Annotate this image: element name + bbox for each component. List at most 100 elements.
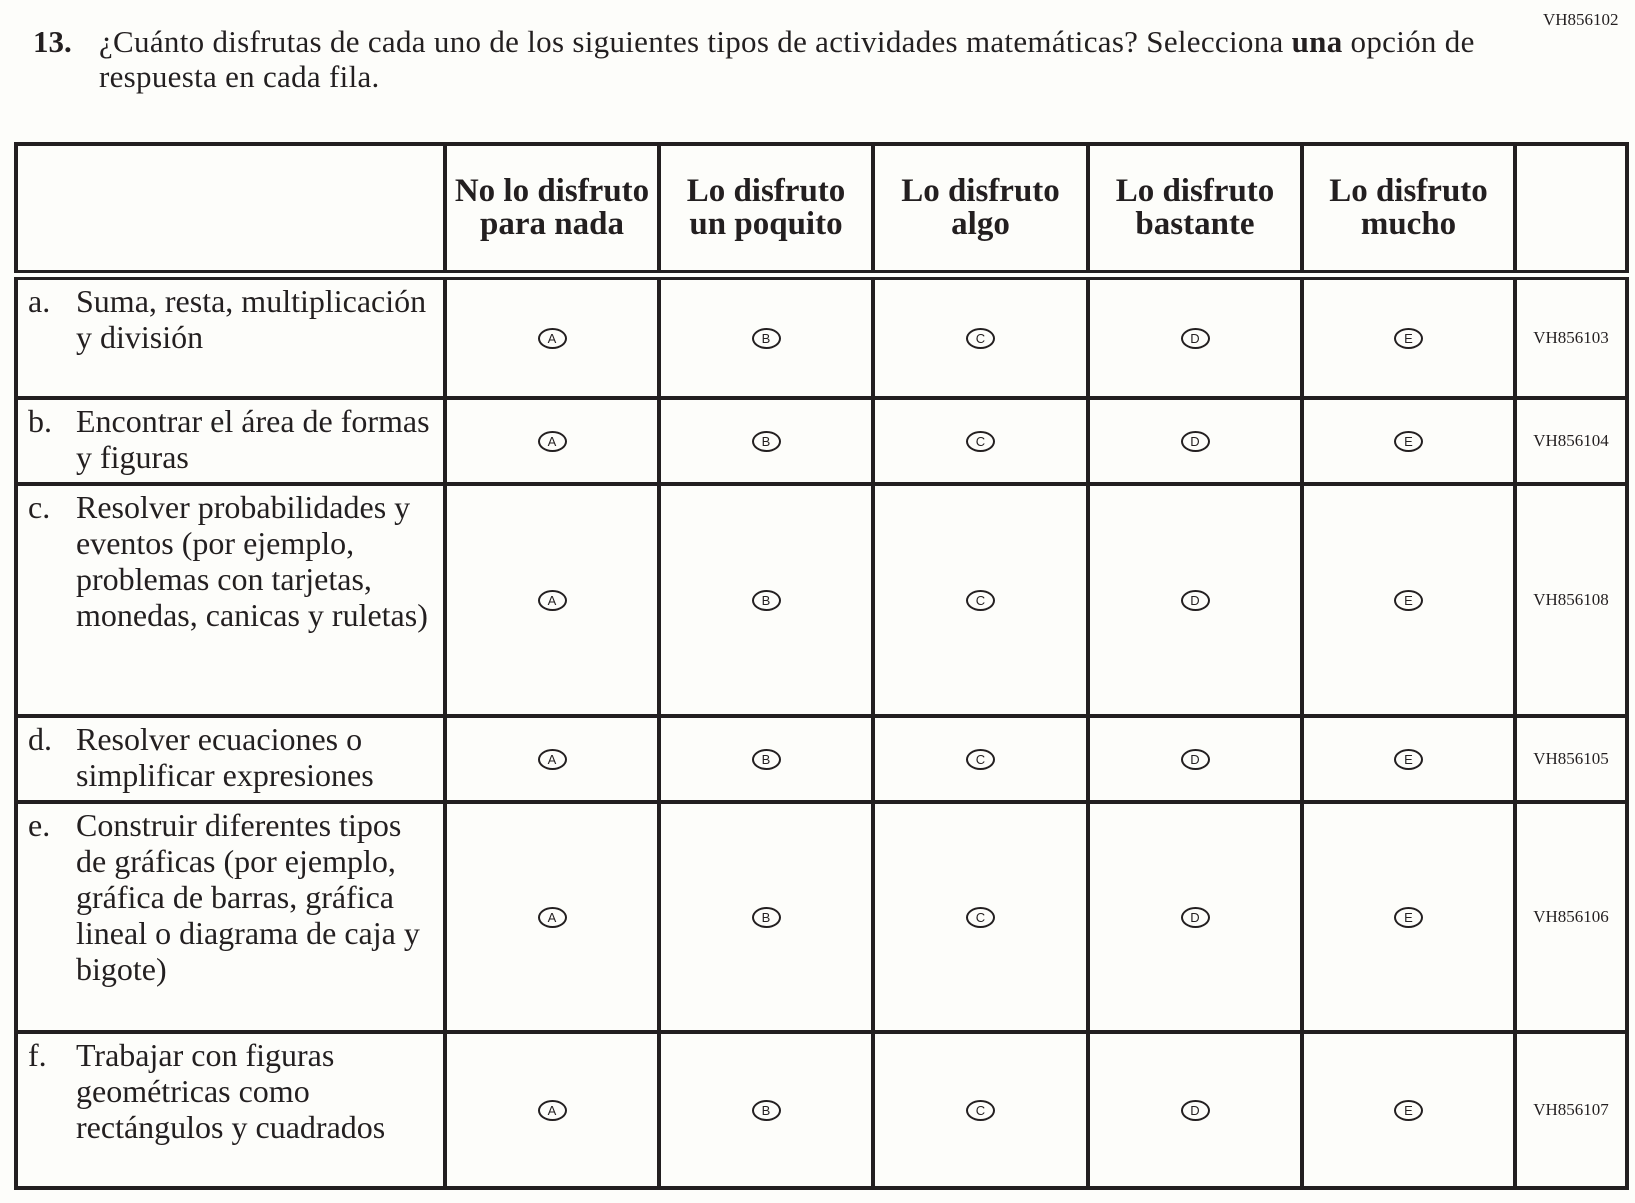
table-row: d. Resolver ecuaciones o simplificar expr… [14, 714, 1629, 804]
table-row: e. Construir diferentes tipos de gráficas… [14, 800, 1629, 1034]
question-text-bold: una [1291, 24, 1343, 59]
option-cell: B [657, 714, 875, 804]
option-cell: C [871, 800, 1090, 1034]
answer-bubble-d[interactable]: D [1180, 589, 1210, 611]
option-cell: C [871, 1030, 1090, 1190]
answer-bubble-b[interactable]: B [751, 1099, 781, 1121]
row-letter: d. [28, 721, 52, 757]
option-cell: D [1086, 396, 1304, 486]
option-cell: E [1300, 714, 1517, 804]
answer-bubble-e[interactable]: E [1394, 906, 1423, 928]
option-cell: D [1086, 800, 1304, 1034]
item-code: VH856105 [1513, 714, 1629, 804]
response-table: No lo disfruto para nada Lo disfruto un … [14, 142, 1629, 1190]
question-text-part: opción de respuesta en cada fila. [99, 24, 1475, 94]
answer-bubble-d[interactable]: D [1180, 1099, 1210, 1121]
question-number: 13. [33, 24, 72, 59]
row-label: c. Resolver probabilidades y eventos (por… [14, 482, 447, 718]
row-label: f. Trabajar con figuras geométricas como … [14, 1030, 447, 1190]
item-code: VH856108 [1513, 482, 1629, 718]
answer-bubble-d[interactable]: D [1180, 327, 1210, 349]
option-cell: A [443, 396, 661, 486]
answer-bubble-c[interactable]: C [966, 1099, 995, 1121]
answer-bubble-e[interactable]: E [1394, 589, 1423, 611]
answer-bubble-e[interactable]: E [1394, 1099, 1423, 1121]
option-cell: A [443, 273, 661, 400]
answer-bubble-a[interactable]: A [537, 748, 567, 770]
column-header: No lo disfruto para nada [443, 142, 661, 280]
row-text: Trabajar con figuras geométricas como re… [76, 1037, 386, 1145]
option-cell: C [871, 482, 1090, 718]
row-label: b. Encontrar el área de formas y figuras [14, 396, 447, 486]
answer-bubble-d[interactable]: D [1180, 906, 1210, 928]
row-label: e. Construir diferentes tipos de gráficas… [14, 800, 447, 1034]
answer-bubble-a[interactable]: A [537, 1099, 567, 1121]
question-text-part: ¿Cuánto disfrutas de cada uno de los sig… [99, 24, 1292, 59]
answer-bubble-b[interactable]: B [751, 906, 781, 928]
answer-bubble-b[interactable]: B [751, 327, 781, 349]
column-header: Lo disfruto un poquito [657, 142, 875, 280]
answer-bubble-a[interactable]: A [537, 906, 567, 928]
option-cell: C [871, 714, 1090, 804]
option-cell: D [1086, 714, 1304, 804]
table-row: c. Resolver probabilidades y eventos (por… [14, 482, 1629, 718]
answer-bubble-e[interactable]: E [1394, 748, 1423, 770]
option-cell: D [1086, 273, 1304, 400]
item-code: VH856107 [1513, 1030, 1629, 1190]
row-label: a. Suma, resta, multiplicación y división [14, 273, 447, 400]
answer-bubble-d[interactable]: D [1180, 748, 1210, 770]
item-code: VH856103 [1513, 273, 1629, 400]
answer-bubble-e[interactable]: E [1394, 327, 1423, 349]
option-cell: C [871, 396, 1090, 486]
answer-bubble-b[interactable]: B [751, 748, 781, 770]
page-code: VH856102 [1543, 10, 1619, 29]
option-cell: B [657, 273, 875, 400]
option-cell: A [443, 482, 661, 718]
row-text: Encontrar el área de formas y figuras [76, 403, 430, 475]
option-cell: A [443, 714, 661, 804]
option-cell: B [657, 482, 875, 718]
row-text: Construir diferentes tipos de gráficas (… [76, 807, 420, 987]
row-text: Suma, resta, multiplicación y división [76, 283, 427, 355]
answer-bubble-a[interactable]: A [537, 430, 567, 452]
option-cell: E [1300, 396, 1517, 486]
row-letter: e. [28, 807, 51, 843]
option-cell: B [657, 396, 875, 486]
option-cell: B [657, 800, 875, 1034]
answer-bubble-a[interactable]: A [537, 589, 567, 611]
column-header: Lo disfruto bastante [1086, 142, 1304, 280]
header-row: No lo disfruto para nada Lo disfruto un … [14, 142, 1629, 280]
row-label: d. Resolver ecuaciones o simplificar expr… [14, 714, 447, 804]
option-cell: A [443, 1030, 661, 1190]
option-cell: E [1300, 273, 1517, 400]
option-cell: B [657, 1030, 875, 1190]
item-code: VH856106 [1513, 800, 1629, 1034]
answer-bubble-b[interactable]: B [751, 430, 781, 452]
row-letter: b. [28, 403, 52, 439]
question-text: ¿Cuánto disfrutas de cada uno de los sig… [99, 24, 1499, 94]
option-cell: A [443, 800, 661, 1034]
answer-bubble-e[interactable]: E [1394, 430, 1423, 452]
option-cell: C [871, 273, 1090, 400]
row-letter: f. [28, 1037, 47, 1073]
answer-bubble-c[interactable]: C [966, 589, 995, 611]
option-cell: D [1086, 482, 1304, 718]
option-cell: E [1300, 1030, 1517, 1190]
row-letter: a. [28, 283, 51, 319]
header-empty [14, 142, 447, 280]
row-text: Resolver ecuaciones o simplificar expres… [76, 721, 374, 793]
row-letter: c. [28, 489, 51, 525]
answer-bubble-c[interactable]: C [966, 906, 995, 928]
option-cell: E [1300, 800, 1517, 1034]
answer-bubble-c[interactable]: C [966, 327, 995, 349]
answer-bubble-b[interactable]: B [751, 589, 781, 611]
answer-bubble-a[interactable]: A [537, 327, 567, 349]
option-cell: E [1300, 482, 1517, 718]
answer-bubble-c[interactable]: C [966, 430, 995, 452]
table-row: f. Trabajar con figuras geométricas como … [14, 1030, 1629, 1190]
column-header: Lo disfruto algo [871, 142, 1090, 280]
table-row: b. Encontrar el área de formas y figuras A… [14, 396, 1629, 486]
answer-bubble-d[interactable]: D [1180, 430, 1210, 452]
row-text: Resolver probabilidades y eventos (por e… [76, 489, 428, 633]
answer-bubble-c[interactable]: C [966, 748, 995, 770]
